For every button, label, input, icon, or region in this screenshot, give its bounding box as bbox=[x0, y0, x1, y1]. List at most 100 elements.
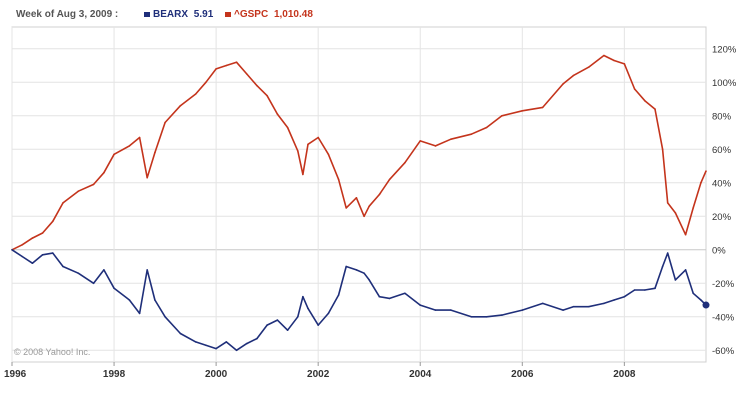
data-point-bearx bbox=[113, 287, 115, 290]
data-point-gspc bbox=[572, 74, 575, 77]
data-point-bearx bbox=[419, 304, 422, 306]
y-tick-label: -40% bbox=[712, 312, 735, 323]
data-point-gspc bbox=[77, 190, 80, 192]
data-point-gspc bbox=[419, 140, 422, 142]
data-point-gspc bbox=[266, 94, 268, 97]
data-point-bearx bbox=[501, 314, 503, 316]
legend-swatch-bearx bbox=[144, 12, 150, 17]
x-tick-label: 2008 bbox=[613, 369, 636, 380]
data-point-gspc bbox=[666, 202, 669, 204]
data-point-gspc bbox=[113, 153, 115, 156]
data-point-bearx bbox=[603, 302, 605, 305]
data-point-gspc bbox=[179, 104, 182, 107]
data-point-bearx bbox=[470, 316, 473, 318]
y-axis: 120% 100% 80% 60% 40% 20% 0% -20% -40% -60% bbox=[712, 44, 737, 356]
data-point-bearx bbox=[307, 307, 309, 310]
data-point-bearx bbox=[666, 252, 669, 254]
data-point-gspc bbox=[31, 237, 34, 239]
data-point-gspc bbox=[434, 145, 437, 147]
data-point-gspc bbox=[52, 220, 54, 223]
data-point-bearx bbox=[633, 289, 636, 291]
data-point-bearx bbox=[613, 299, 615, 301]
data-point-gspc bbox=[623, 63, 626, 65]
data-point-gspc bbox=[603, 54, 605, 57]
data-point-gspc bbox=[613, 59, 615, 62]
data-point-bearx bbox=[276, 319, 279, 321]
data-point-bearx bbox=[404, 292, 406, 295]
data-point-gspc bbox=[404, 161, 406, 164]
data-point-gspc bbox=[327, 153, 330, 156]
data-point-gspc bbox=[501, 115, 503, 117]
data-point-gspc bbox=[450, 138, 452, 140]
data-point-gspc bbox=[297, 150, 299, 152]
data-point-bearx bbox=[146, 269, 148, 271]
data-point-gspc bbox=[345, 207, 348, 209]
x-tick-label: 1996 bbox=[4, 369, 27, 380]
legend-symbol-gspc: ^GSPC bbox=[234, 9, 268, 20]
data-point-gspc bbox=[470, 133, 473, 135]
data-point-gspc bbox=[337, 178, 340, 181]
data-point-bearx bbox=[654, 287, 656, 290]
data-point-gspc bbox=[485, 126, 488, 129]
data-point-bearx bbox=[62, 265, 64, 268]
y-tick-label: 20% bbox=[712, 212, 732, 223]
data-point-bearx bbox=[541, 302, 544, 305]
data-point-bearx bbox=[52, 252, 54, 254]
data-point-gspc bbox=[62, 202, 64, 204]
svg-text:^GSPC 1,010.48: ^GSPC 1,010.48 bbox=[234, 9, 313, 20]
data-point-gspc bbox=[388, 178, 391, 181]
data-point-gspc bbox=[684, 233, 687, 236]
data-point-bearx bbox=[256, 337, 258, 340]
data-point-gspc bbox=[307, 143, 309, 146]
x-tick-label: 2006 bbox=[511, 369, 534, 380]
data-point-gspc bbox=[41, 232, 44, 234]
series-line-bearx bbox=[11, 249, 707, 352]
plot-frame bbox=[11, 26, 707, 363]
data-point-gspc bbox=[317, 136, 320, 139]
y-tick-label: 60% bbox=[712, 145, 732, 156]
x-tick-label: 2000 bbox=[205, 369, 228, 380]
data-point-bearx bbox=[623, 295, 626, 298]
data-point-gspc bbox=[661, 148, 664, 151]
data-point-gspc bbox=[128, 145, 131, 147]
data-point-gspc bbox=[164, 121, 166, 124]
data-point-bearx bbox=[41, 254, 44, 256]
data-point-bearx bbox=[700, 299, 702, 301]
data-point-gspc bbox=[138, 136, 141, 139]
data-point-bearx bbox=[235, 349, 238, 352]
data-point-bearx bbox=[378, 295, 381, 298]
x-tick-label: 2004 bbox=[409, 369, 432, 380]
data-point-bearx bbox=[77, 272, 80, 275]
data-point-bearx bbox=[128, 299, 131, 301]
data-point-bearx bbox=[644, 289, 646, 291]
data-point-gspc bbox=[194, 93, 197, 95]
data-point-bearx bbox=[103, 269, 105, 271]
data-point-gspc bbox=[700, 182, 702, 184]
series-line-gspc bbox=[11, 54, 707, 251]
x-tick-label: 2002 bbox=[307, 369, 330, 380]
data-point-bearx bbox=[363, 272, 365, 275]
data-point-bearx bbox=[434, 309, 437, 311]
data-point-gspc bbox=[541, 106, 544, 109]
data-point-bearx bbox=[164, 316, 166, 318]
data-point-gspc bbox=[205, 81, 207, 84]
data-point-bearx bbox=[674, 279, 677, 281]
data-point-bearx bbox=[266, 324, 268, 326]
y-tick-label: -20% bbox=[712, 279, 735, 290]
y-tick-label: 80% bbox=[712, 111, 732, 122]
plot-area bbox=[11, 54, 710, 352]
data-point-gspc bbox=[103, 171, 105, 174]
data-point-bearx bbox=[21, 255, 24, 258]
data-point-gspc bbox=[674, 212, 677, 214]
y-tick-label: 0% bbox=[712, 245, 726, 256]
data-point-bearx bbox=[450, 309, 452, 311]
data-point-gspc bbox=[154, 151, 156, 154]
data-point-bearx bbox=[572, 305, 575, 308]
data-point-bearx bbox=[179, 332, 182, 335]
y-tick-label: 100% bbox=[712, 78, 737, 89]
data-point-bearx bbox=[205, 344, 207, 347]
data-point-bearx bbox=[225, 341, 228, 343]
data-point-gspc bbox=[92, 183, 95, 186]
data-point-gspc bbox=[587, 66, 590, 68]
data-point-gspc bbox=[368, 205, 371, 207]
